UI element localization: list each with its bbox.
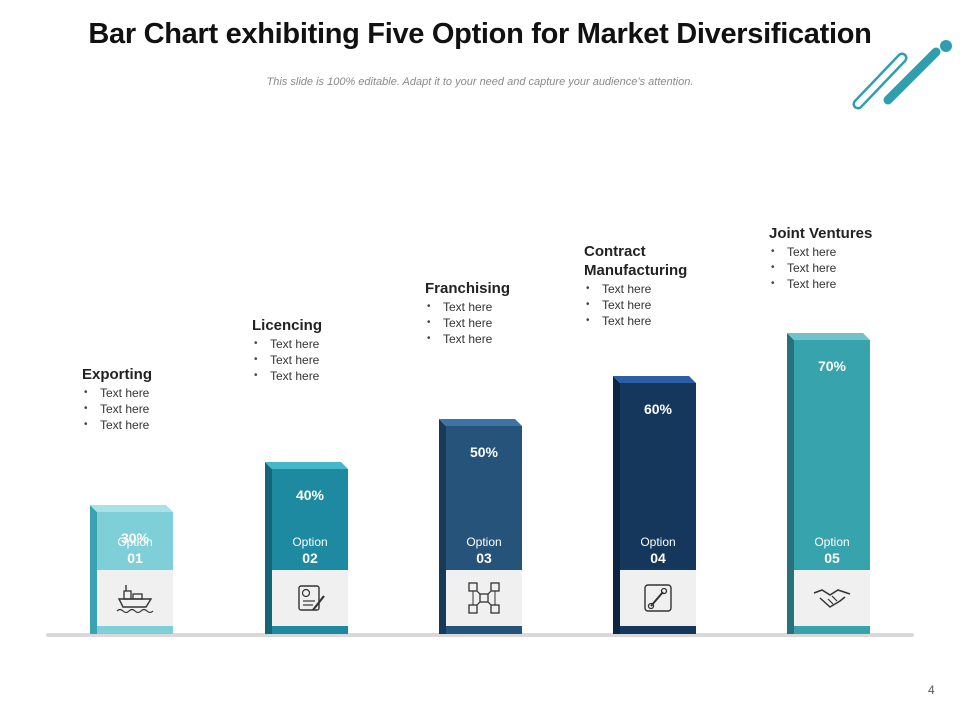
bullet-item: Text here	[425, 331, 575, 347]
bullet-list: Text here Text here Text here	[584, 281, 704, 329]
bullet-item: Text here	[584, 297, 704, 313]
bullet-item: Text here	[252, 352, 402, 368]
icon-box	[97, 570, 173, 626]
category-franchising: Franchising Text here Text here Text her…	[425, 279, 575, 347]
bullet-item: Text here	[252, 368, 402, 384]
bullet-item: Text here	[252, 336, 402, 352]
bullet-item: Text here	[584, 281, 704, 297]
bar-top-face	[90, 505, 173, 512]
bar-top-face	[265, 462, 348, 469]
bullet-list: Text here Text here Text here	[82, 385, 232, 433]
bullet-item: Text here	[584, 313, 704, 329]
bar-side-face	[613, 376, 620, 634]
ship-icon	[116, 585, 154, 614]
bullet-item: Text here	[425, 299, 575, 315]
category-exporting: Exporting Text here Text here Text here	[82, 365, 232, 433]
page-number: 4	[928, 683, 935, 697]
category-title: Licencing	[252, 317, 323, 334]
bar-value-label: 40%	[296, 487, 325, 503]
bullet-item: Text here	[769, 260, 919, 276]
category-title: Franchising	[425, 280, 511, 297]
bar-side-face	[439, 419, 446, 634]
option-number: 02	[302, 550, 318, 566]
bullet-item: Text here	[769, 276, 919, 292]
decorative-slash-icon	[852, 40, 952, 110]
icon-box	[272, 570, 348, 626]
bar-top-face	[787, 333, 870, 340]
option-number: 04	[650, 550, 666, 566]
option-label: Option	[814, 535, 849, 549]
category-joint-ventures: Joint Ventures Text here Text here Text …	[769, 224, 919, 292]
bullet-item: Text here	[82, 385, 232, 401]
document-checklist-icon	[298, 585, 325, 611]
bullet-list: Text here Text here Text here	[252, 336, 402, 384]
bar-side-face	[90, 505, 97, 634]
bullet-item: Text here	[82, 417, 232, 433]
bullet-list: Text here Text here Text here	[769, 244, 919, 292]
bar-top-face	[439, 419, 522, 426]
category-title: Joint Ventures	[769, 225, 873, 242]
option-number: 03	[476, 550, 492, 566]
category-title: Contract Manufacturing	[584, 243, 688, 279]
bar-side-face	[265, 462, 272, 634]
handshake-icon	[813, 589, 851, 608]
bullet-list: Text here Text here Text here	[425, 299, 575, 347]
bar-value-label: 30%	[121, 530, 150, 546]
bullet-item: Text here	[769, 244, 919, 260]
slide-title: Bar Chart exhibiting Five Option for Mar…	[88, 18, 872, 50]
option-label: Option	[466, 535, 501, 549]
icon-box	[446, 570, 522, 626]
bar-side-face	[787, 333, 794, 634]
bullet-item: Text here	[82, 401, 232, 417]
icon-box	[794, 570, 870, 626]
slide-subtitle: This slide is 100% editable. Adapt it to…	[266, 76, 694, 88]
option-label: Option	[117, 535, 152, 549]
network-icon	[468, 582, 500, 614]
category-contract-manufacturing: Contract Manufacturing Text here Text he…	[584, 242, 704, 329]
bullet-item: Text here	[425, 315, 575, 331]
option-label: Option	[292, 535, 327, 549]
option-number: 01	[127, 550, 143, 566]
option-label: Option	[640, 535, 675, 549]
category-title: Exporting	[82, 366, 152, 383]
bar-value-label: 60%	[644, 401, 673, 417]
bar-value-label: 50%	[470, 444, 499, 460]
option-number: 05	[824, 550, 840, 566]
category-licencing: Licencing Text here Text here Text here	[252, 316, 402, 384]
robot-arm-icon	[644, 584, 672, 612]
bar-value-label: 70%	[818, 358, 847, 374]
bar-top-face	[613, 376, 696, 383]
